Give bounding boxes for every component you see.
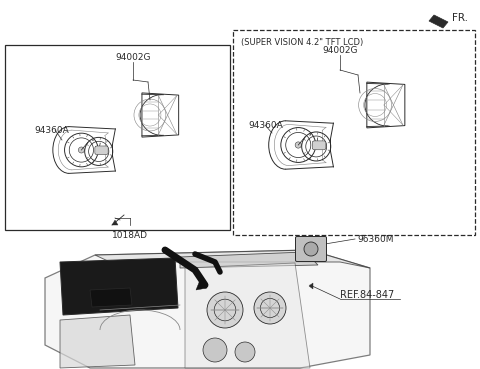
Circle shape (207, 292, 243, 328)
Polygon shape (185, 263, 310, 368)
Polygon shape (90, 288, 132, 307)
Polygon shape (196, 280, 207, 290)
Text: 94360A: 94360A (248, 121, 283, 130)
Text: 94002G: 94002G (322, 45, 358, 55)
Polygon shape (429, 15, 448, 28)
Polygon shape (60, 315, 135, 368)
Polygon shape (309, 283, 313, 289)
Text: FR.: FR. (452, 13, 468, 23)
Circle shape (203, 338, 227, 362)
FancyBboxPatch shape (312, 141, 326, 150)
Circle shape (96, 149, 101, 154)
Circle shape (313, 144, 319, 149)
Text: REF.84-847: REF.84-847 (340, 290, 394, 300)
Text: (SUPER VISION 4.2" TFT LCD): (SUPER VISION 4.2" TFT LCD) (241, 38, 363, 46)
Text: 1018AD: 1018AD (112, 231, 148, 239)
Polygon shape (112, 220, 118, 225)
Circle shape (235, 342, 255, 362)
Circle shape (304, 242, 318, 256)
Text: 94002G: 94002G (115, 52, 151, 62)
Polygon shape (180, 252, 318, 268)
FancyBboxPatch shape (296, 237, 326, 262)
Circle shape (78, 147, 84, 153)
Text: 94360A: 94360A (34, 125, 69, 134)
Polygon shape (45, 250, 370, 368)
Polygon shape (95, 250, 370, 268)
Circle shape (295, 142, 301, 148)
Polygon shape (60, 258, 178, 315)
FancyBboxPatch shape (95, 146, 108, 155)
Text: 96360M: 96360M (357, 235, 394, 244)
Circle shape (254, 292, 286, 324)
